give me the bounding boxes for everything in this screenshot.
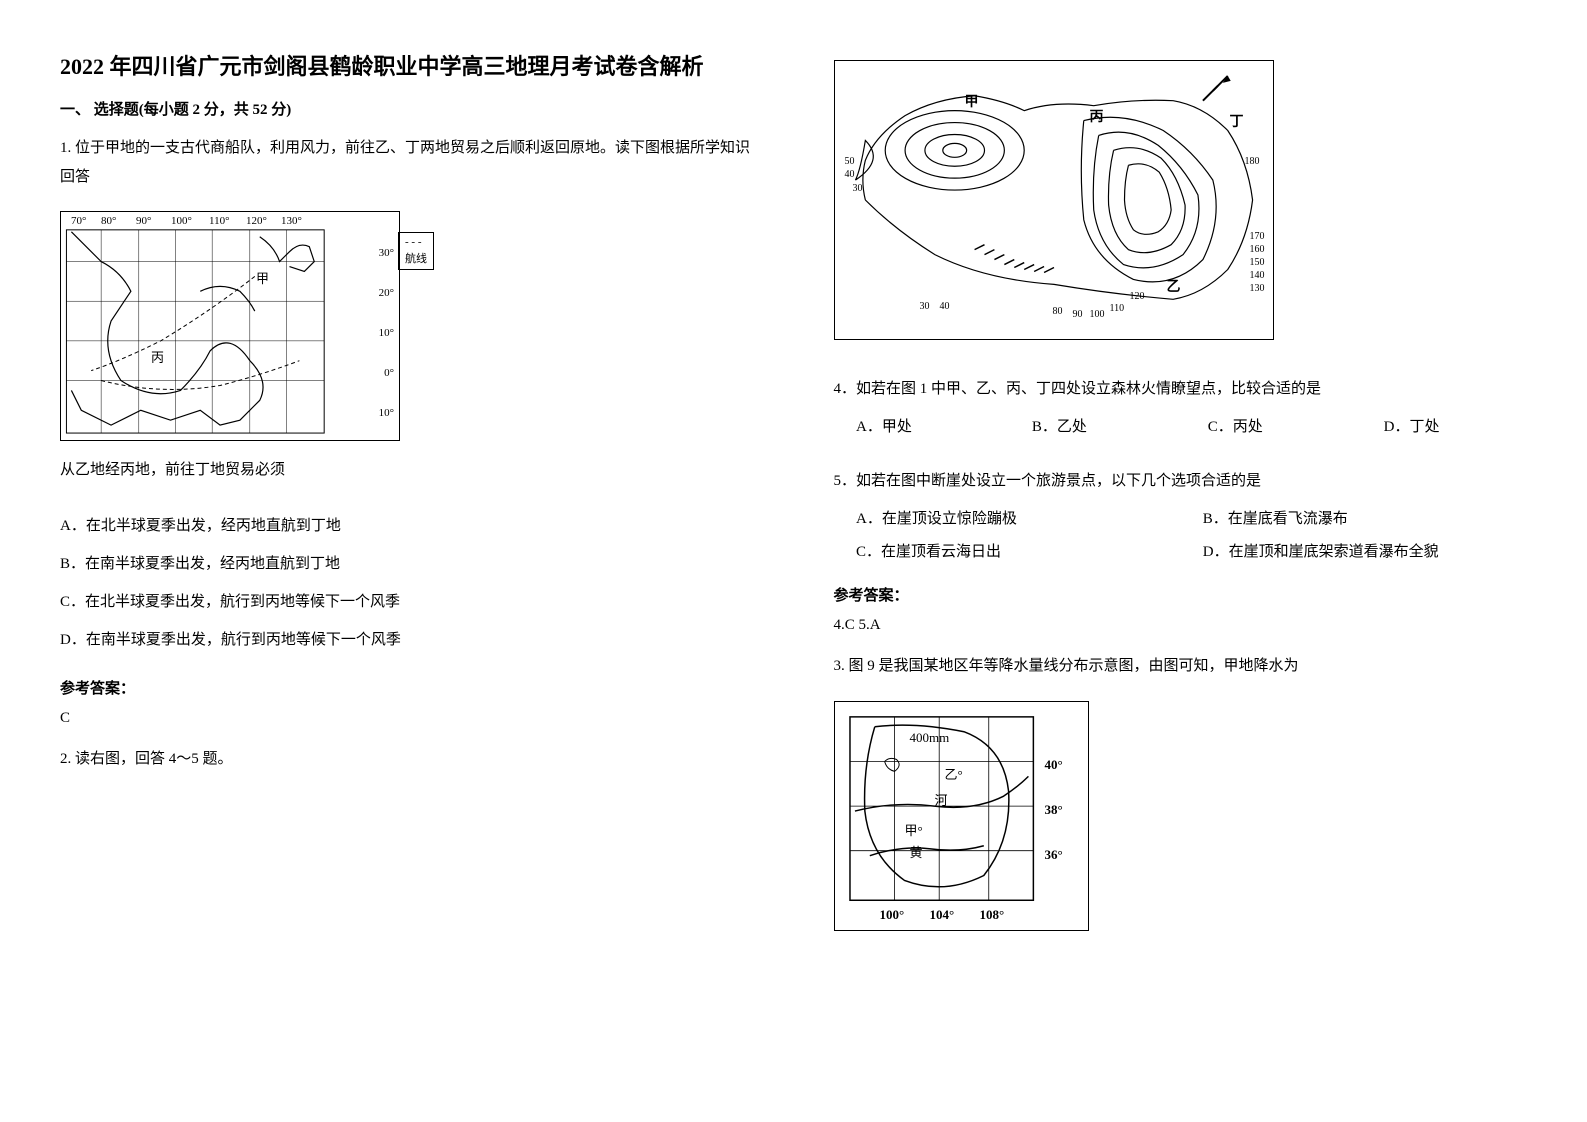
contour-label: 140 bbox=[1250, 270, 1265, 281]
answer-label: 参考答案： bbox=[60, 677, 754, 698]
precip-yi: 乙° bbox=[945, 764, 963, 783]
map-figure-1: 70° 80° 90° 100° 110° 120° 130° 30° 20° … bbox=[60, 211, 400, 441]
contour-label: 80 bbox=[1053, 306, 1063, 317]
q1-option-b: B．在南半球夏季出发，经丙地直航到丁地 bbox=[60, 548, 754, 581]
precip-400mm: 400mm bbox=[910, 730, 950, 746]
q1-option-c: C．在北半球夏季出发，航行到丙地等候下一个风季 bbox=[60, 586, 754, 619]
q5-option-c: C．在崖顶看云海日出 bbox=[834, 536, 1181, 569]
topo-figure: 甲 丙 丁 乙 50 40 30 30 40 180 170 160 150 1… bbox=[834, 60, 1274, 340]
q1-option-a: A．在北半球夏季出发，经丙地直航到丁地 bbox=[60, 510, 754, 543]
contour-label: 40 bbox=[940, 301, 950, 312]
contour-label: 40 bbox=[845, 169, 855, 180]
contour-label: 130 bbox=[1250, 283, 1265, 294]
q5-option-a: A．在崖顶设立惊险蹦极 bbox=[834, 503, 1181, 536]
topo-label-yi: 乙 bbox=[1167, 276, 1181, 296]
document-title: 2022 年四川省广元市剑阁县鹤龄职业中学高三地理月考试卷含解析 bbox=[60, 50, 754, 83]
section-header: 一、 选择题(每小题 2 分，共 52 分) bbox=[60, 98, 754, 119]
contour-label: 170 bbox=[1250, 231, 1265, 242]
q5-option-d: D．在崖顶和崖底架索道看瀑布全貌 bbox=[1180, 536, 1527, 569]
contour-label: 30 bbox=[853, 183, 863, 194]
contour-label: 50 bbox=[845, 156, 855, 167]
degree-label: 104° bbox=[930, 907, 955, 923]
q1-option-d: D．在南半球夏季出发，航行到丙地等候下一个风季 bbox=[60, 624, 754, 657]
degree-label: 100° bbox=[880, 907, 905, 923]
q1-answer: C bbox=[60, 706, 754, 730]
q4-stem: 4．如若在图 1 中甲、乙、丙、丁四处设立森林火情瞭望点，比较合适的是 bbox=[834, 375, 1528, 404]
q1-continue: 从乙地经丙地，前往丁地贸易必须 bbox=[60, 456, 754, 485]
q4-option-a: A．甲处 bbox=[834, 412, 1000, 442]
q45-answer: 4.C 5.A bbox=[834, 613, 1528, 637]
precip-huang: 黄 bbox=[910, 842, 923, 861]
q4-option-c: C．丙处 bbox=[1185, 412, 1351, 442]
contour-label: 90 bbox=[1073, 309, 1083, 320]
topo-label-ding: 丁 bbox=[1230, 111, 1244, 131]
topo-label-bing: 丙 bbox=[1090, 106, 1104, 126]
contour-label: 150 bbox=[1250, 257, 1265, 268]
q4-option-d: D．丁处 bbox=[1361, 412, 1527, 442]
contour-label: 120 bbox=[1130, 291, 1145, 302]
answer-label: 参考答案： bbox=[834, 584, 1528, 605]
degree-label: 38° bbox=[1045, 802, 1063, 818]
marker-jia: 甲 bbox=[256, 268, 269, 287]
marker-bing: 丙 bbox=[151, 347, 164, 366]
degree-label: 108° bbox=[980, 907, 1005, 923]
q2-stem: 2. 读右图，回答 4～5 题。 bbox=[60, 745, 754, 774]
degree-label: 40° bbox=[1045, 757, 1063, 773]
contour-label: 160 bbox=[1250, 244, 1265, 255]
contour-label: 30 bbox=[920, 301, 930, 312]
precip-jia: 甲° bbox=[905, 820, 923, 839]
q5-option-b: B．在崖底看飞流瀑布 bbox=[1180, 503, 1527, 536]
degree-label: 36° bbox=[1045, 847, 1063, 863]
contour-label: 100 bbox=[1090, 309, 1105, 320]
q3-stem: 3. 图 9 是我国某地区年等降水量线分布示意图，由图可知，甲地降水为 bbox=[834, 652, 1528, 681]
q5-stem: 5．如若在图中断崖处设立一个旅游景点，以下几个选项合适的是 bbox=[834, 467, 1528, 496]
contour-label: 110 bbox=[1110, 303, 1125, 314]
precip-figure: 400mm 乙° 河 甲° 黄 40° 38° 36° 100° 104° 10… bbox=[834, 701, 1089, 931]
contour-label: 180 bbox=[1245, 156, 1260, 167]
q1-stem: 1. 位于甲地的一支古代商船队，利用风力，前往乙、丁两地贸易之后顺利返回原地。读… bbox=[60, 134, 754, 191]
left-column: 2022 年四川省广元市剑阁县鹤龄职业中学高三地理月考试卷含解析 一、 选择题(… bbox=[60, 50, 754, 1072]
right-column: 甲 丙 丁 乙 50 40 30 30 40 180 170 160 150 1… bbox=[834, 50, 1528, 1072]
q4-option-b: B．乙处 bbox=[1009, 412, 1175, 442]
topo-label-jia: 甲 bbox=[965, 91, 979, 111]
map-legend: - - - 航线 bbox=[398, 232, 434, 270]
precip-he: 河 bbox=[935, 790, 948, 809]
